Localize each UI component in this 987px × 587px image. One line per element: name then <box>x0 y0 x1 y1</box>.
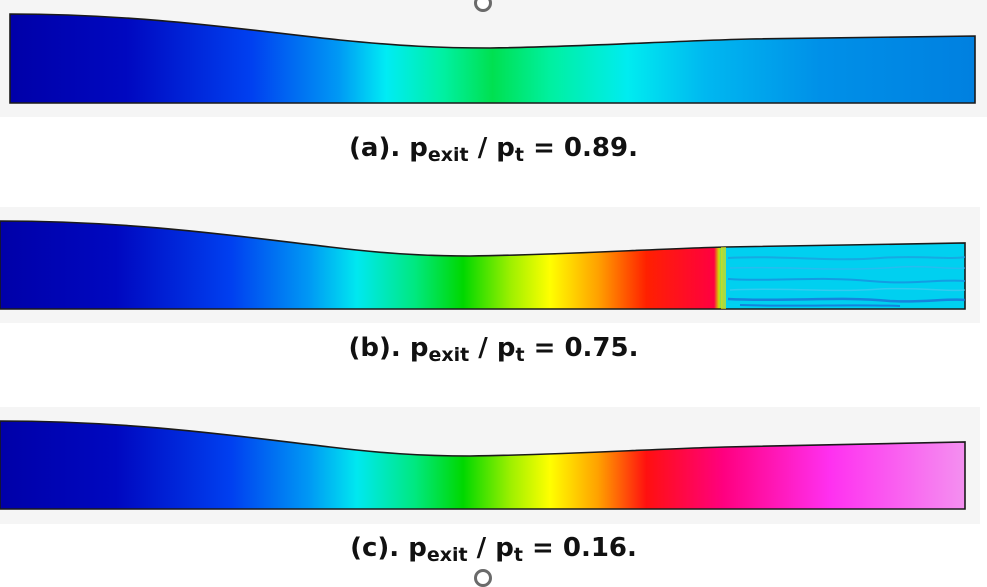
caption-b: (b). pexit / pt = 0.75. <box>0 333 987 366</box>
caption-a-p-t: pt <box>496 133 524 166</box>
caption-a-label: (a). <box>349 133 401 163</box>
caption-b-p-symbol: p <box>409 333 429 363</box>
caption-b-slash: / <box>478 333 488 363</box>
caption-b-equals: = <box>533 333 556 363</box>
caption-b-p-exit: pexit <box>409 333 470 366</box>
caption-c-p2-symbol: p <box>495 533 514 563</box>
caption-c-exit-subscript: exit <box>426 544 468 566</box>
nozzle-c <box>0 420 966 510</box>
caption-c-label: (c). <box>350 533 400 563</box>
nozzle-a <box>9 13 976 104</box>
caption-a-p-symbol: p <box>409 133 428 163</box>
caption-c-p-symbol: p <box>408 533 427 563</box>
caption-a-t-subscript: t <box>514 144 524 166</box>
caption-b-ratio: 0.75. <box>564 333 639 363</box>
caption-c-p-exit: pexit <box>408 533 468 566</box>
caption-a-p2-symbol: p <box>496 133 515 163</box>
caption-b-exit-subscript: exit <box>428 344 470 366</box>
caption-a: (a). pexit / pt = 0.89. <box>0 133 987 166</box>
shock-wake-streaks <box>721 247 965 309</box>
caption-c-slash: / <box>476 533 487 563</box>
nozzle-contour-figure <box>0 13 976 510</box>
caption-a-slash: / <box>477 133 488 163</box>
caption-a-ratio: 0.89. <box>563 133 638 163</box>
caption-b-label: (b). <box>348 333 401 363</box>
caption-a-p-exit: pexit <box>409 133 469 166</box>
caption-c-equals: = <box>532 533 554 563</box>
caption-c: (c). pexit / pt = 0.16. <box>0 533 987 566</box>
nozzle-b <box>0 220 966 310</box>
caption-b-p2-symbol: p <box>496 333 516 363</box>
caption-a-exit-subscript: exit <box>427 144 469 166</box>
caption-c-ratio: 0.16. <box>562 533 637 563</box>
caption-b-p-t: pt <box>496 333 525 366</box>
caption-a-equals: = <box>533 133 555 163</box>
top-drag-handle[interactable] <box>474 0 492 12</box>
caption-c-t-subscript: t <box>513 544 523 566</box>
caption-b-t-subscript: t <box>515 344 525 366</box>
caption-c-p-t: pt <box>495 533 523 566</box>
